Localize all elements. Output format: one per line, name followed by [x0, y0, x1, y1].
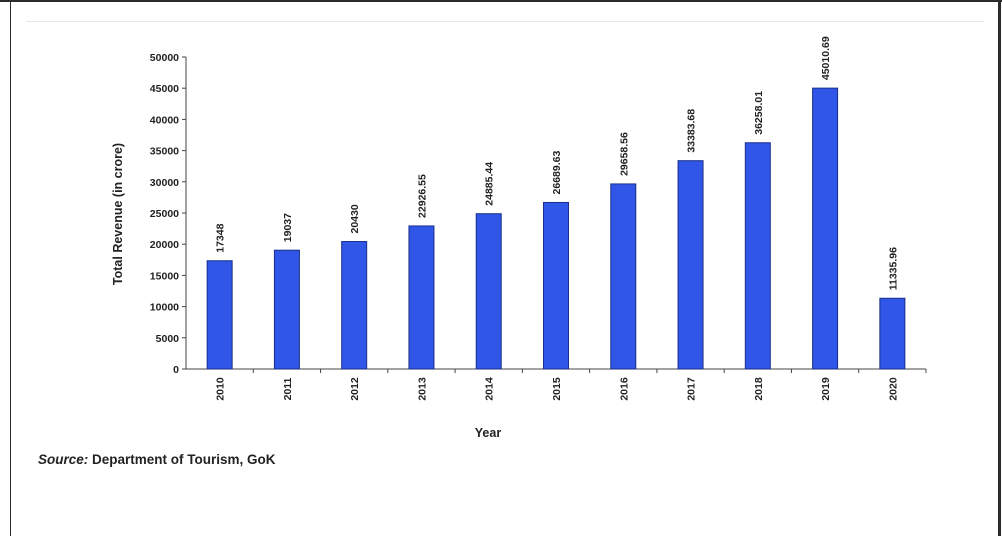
x-tick-label-2011: 2011 — [282, 377, 294, 400]
bar-2011 — [273, 249, 300, 370]
bars — [206, 87, 906, 370]
bar-2017 — [677, 160, 704, 370]
x-tick-label-2016: 2016 — [618, 377, 630, 401]
frame-top-border — [0, 0, 1002, 2]
value-label-2011: 19037 — [282, 213, 294, 242]
y-tick-label: 20000 — [150, 239, 179, 251]
bar-2016 — [610, 183, 637, 370]
x-tick-label-2012: 2012 — [349, 377, 361, 401]
value-label-2013: 22926.55 — [416, 174, 428, 218]
value-label-2015: 26689.63 — [551, 151, 563, 195]
bar-2020 — [879, 297, 906, 370]
value-label-2010: 17348 — [215, 223, 227, 252]
y-tick-label: 35000 — [150, 146, 179, 158]
x-tick-label-2013: 2013 — [416, 377, 428, 401]
x-tick-label-2019: 2019 — [820, 377, 832, 401]
x-tick-label-2017: 2017 — [686, 377, 698, 401]
x-tick-label-2018: 2018 — [753, 377, 765, 401]
value-label-2018: 36258.01 — [753, 91, 765, 135]
bar-2018 — [744, 142, 771, 370]
value-label-2012: 20430 — [349, 204, 361, 233]
value-label-2014: 24885.44 — [484, 162, 496, 206]
source-note: Source: Department of Tourism, GoK — [38, 452, 276, 467]
y-axis: 0 5000 10000 15000 20000 25000 30000 35000 40000… — [150, 52, 187, 376]
value-label-2020: 11335.96 — [887, 247, 899, 290]
x-axis: 2010 2011 2012 2013 2014 2015 2016 2017 2018 2019… — [186, 368, 927, 401]
header-rule — [26, 21, 984, 22]
x-tick-label-2010: 2010 — [215, 377, 227, 401]
bar-2014 — [475, 213, 502, 370]
y-tick-label: 40000 — [150, 114, 179, 126]
source-text: Department of Tourism, GoK — [88, 452, 276, 467]
x-tick-label-2020: 2020 — [887, 377, 899, 401]
frame-right-border — [998, 0, 1001, 536]
bar-2012 — [341, 241, 368, 370]
value-label-2016: 29658.56 — [618, 132, 630, 176]
bar-2013 — [408, 225, 435, 370]
value-labels: 17348 19037 20430 22926.55 24885.44 26689.63 2… — [215, 36, 900, 290]
source-label: Source: — [38, 452, 89, 467]
y-tick-label: 25000 — [150, 208, 179, 220]
bar-2015 — [543, 201, 569, 370]
y-tick-label: 50000 — [150, 52, 179, 64]
bar-2019 — [812, 87, 839, 370]
y-tick-label: 10000 — [150, 302, 179, 314]
x-tick-label-2014: 2014 — [484, 377, 496, 401]
y-tick-label: 5000 — [156, 333, 180, 345]
y-tick-label: 45000 — [150, 83, 179, 95]
value-label-2019: 45010.69 — [820, 36, 832, 80]
x-axis-label: Year — [475, 426, 502, 440]
x-tick-label-2015: 2015 — [551, 377, 563, 401]
bar-2010 — [206, 260, 233, 370]
y-tick-label: 30000 — [150, 177, 179, 189]
value-label-2017: 33383.68 — [686, 109, 698, 153]
y-axis-label: Total Revenue (in crore) — [111, 143, 125, 285]
y-tick-label: 15000 — [150, 270, 179, 282]
frame-left-border — [10, 0, 11, 536]
y-tick-label: 0 — [173, 364, 179, 376]
